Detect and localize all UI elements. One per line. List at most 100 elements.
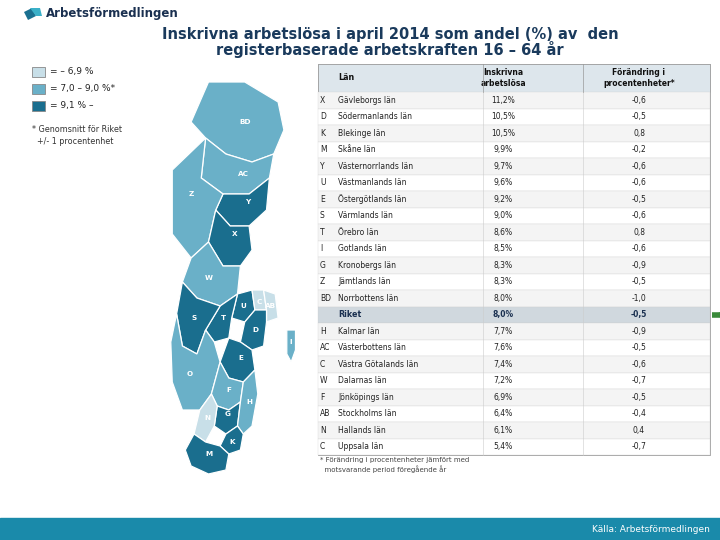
Text: -0,6: -0,6	[631, 211, 647, 220]
Bar	[318, 323, 710, 340]
Polygon shape	[240, 310, 266, 350]
Polygon shape	[220, 426, 243, 454]
Text: 6,9%: 6,9%	[493, 393, 513, 402]
Polygon shape	[202, 138, 274, 194]
Text: Jönköpings län: Jönköpings län	[338, 393, 394, 402]
Text: AC: AC	[320, 343, 330, 352]
Text: 0,4: 0,4	[633, 426, 645, 435]
Bar	[318, 373, 710, 389]
Polygon shape	[172, 138, 223, 258]
Text: G: G	[320, 261, 326, 270]
Text: Kronobergs län: Kronobergs län	[338, 261, 396, 270]
Text: = – 6,9 %: = – 6,9 %	[50, 67, 94, 76]
Text: 10,5%: 10,5%	[491, 112, 515, 122]
Text: Jämtlands län: Jämtlands län	[338, 277, 390, 286]
Text: = 9,1 % –: = 9,1 % –	[50, 101, 94, 110]
Text: AB: AB	[320, 409, 330, 418]
Text: 8,3%: 8,3%	[493, 261, 513, 270]
Polygon shape	[185, 434, 229, 474]
Text: S: S	[320, 211, 325, 220]
Polygon shape	[194, 394, 217, 442]
Bar	[32, 84, 45, 94]
Text: 8,3%: 8,3%	[493, 277, 513, 286]
Text: Källa: Arbetsförmedlingen: Källa: Arbetsförmedlingen	[592, 524, 710, 534]
Text: H: H	[246, 399, 252, 405]
Text: U: U	[240, 303, 246, 309]
Bar	[318, 307, 710, 323]
Text: 7,6%: 7,6%	[493, 343, 513, 352]
Text: Södermanlands län: Södermanlands län	[338, 112, 412, 122]
Text: -0,6: -0,6	[631, 244, 647, 253]
Text: Uppsala län: Uppsala län	[338, 442, 383, 451]
Bar	[32, 101, 45, 111]
Text: Västerbottens län: Västerbottens län	[338, 343, 406, 352]
Text: 8,0%: 8,0%	[492, 310, 513, 319]
Text: 9,0%: 9,0%	[493, 211, 513, 220]
Text: X: X	[232, 231, 238, 237]
Text: Västernorrlands län: Västernorrlands län	[338, 162, 413, 171]
Text: Z: Z	[320, 277, 325, 286]
Polygon shape	[176, 282, 220, 354]
Text: S: S	[192, 315, 197, 321]
Text: -0,5: -0,5	[631, 343, 647, 352]
Text: -0,9: -0,9	[631, 261, 647, 270]
Text: I: I	[290, 339, 292, 345]
Text: 9,7%: 9,7%	[493, 162, 513, 171]
Text: Inskrivna
arbetslösa: Inskrivna arbetslösa	[480, 68, 526, 88]
Text: Västra Götalands län: Västra Götalands län	[338, 360, 418, 369]
Text: X: X	[320, 96, 325, 105]
Text: M: M	[205, 451, 212, 457]
Text: -0,6: -0,6	[631, 96, 647, 105]
Text: registerbaserade arbetskraften 16 – 64 år: registerbaserade arbetskraften 16 – 64 å…	[216, 40, 564, 57]
Bar	[318, 125, 710, 141]
Text: 6,4%: 6,4%	[493, 409, 513, 418]
Text: -0,5: -0,5	[631, 195, 647, 204]
Bar	[318, 92, 710, 109]
Text: -0,5: -0,5	[631, 310, 647, 319]
Bar	[318, 224, 710, 240]
Text: Arbetsförmedlingen: Arbetsförmedlingen	[46, 8, 179, 21]
Text: BD: BD	[239, 119, 251, 125]
Text: 7,7%: 7,7%	[493, 327, 513, 336]
Text: Stockholms län: Stockholms län	[338, 409, 397, 418]
Bar	[318, 207, 710, 224]
Polygon shape	[215, 402, 240, 434]
Text: D: D	[252, 327, 258, 333]
Polygon shape	[182, 242, 240, 306]
Text: I: I	[320, 244, 323, 253]
Polygon shape	[206, 294, 238, 342]
Polygon shape	[238, 370, 258, 434]
Text: -1,0: -1,0	[631, 294, 647, 303]
Polygon shape	[216, 178, 269, 226]
Text: F: F	[320, 393, 325, 402]
Bar	[318, 257, 710, 273]
Text: -0,6: -0,6	[631, 162, 647, 171]
Text: * Förändring i procentenheter jämfört med
  motsvarande period föregående år: * Förändring i procentenheter jämfört me…	[320, 457, 469, 474]
Text: Gotlands län: Gotlands län	[338, 244, 387, 253]
Text: Blekinge län: Blekinge län	[338, 129, 385, 138]
Text: -0,6: -0,6	[631, 360, 647, 369]
Text: 0,8: 0,8	[633, 129, 645, 138]
Text: Inskrivna arbetslösa i april 2014 som andel (%) av  den: Inskrivna arbetslösa i april 2014 som an…	[162, 28, 618, 43]
Polygon shape	[252, 290, 266, 310]
Text: 10,5%: 10,5%	[491, 129, 515, 138]
Text: Förändring i
procentenheter*: Förändring i procentenheter*	[603, 68, 675, 88]
Text: Kalmar län: Kalmar län	[338, 327, 379, 336]
Text: 9,6%: 9,6%	[493, 178, 513, 187]
Bar	[318, 422, 710, 438]
Bar	[318, 64, 710, 92]
Text: -0,5: -0,5	[631, 277, 647, 286]
Text: W: W	[204, 275, 212, 281]
Text: Västmanlands län: Västmanlands län	[338, 178, 407, 187]
Text: AB: AB	[265, 303, 276, 309]
Text: Län: Län	[338, 73, 354, 83]
Text: N: N	[204, 415, 210, 421]
Bar	[318, 174, 710, 191]
Text: 0,8: 0,8	[633, 228, 645, 237]
Polygon shape	[191, 82, 284, 162]
Text: -0,7: -0,7	[631, 442, 647, 451]
Bar	[32, 67, 45, 77]
Text: -0,5: -0,5	[631, 393, 647, 402]
Bar	[318, 389, 710, 406]
Text: Hallands län: Hallands län	[338, 426, 386, 435]
